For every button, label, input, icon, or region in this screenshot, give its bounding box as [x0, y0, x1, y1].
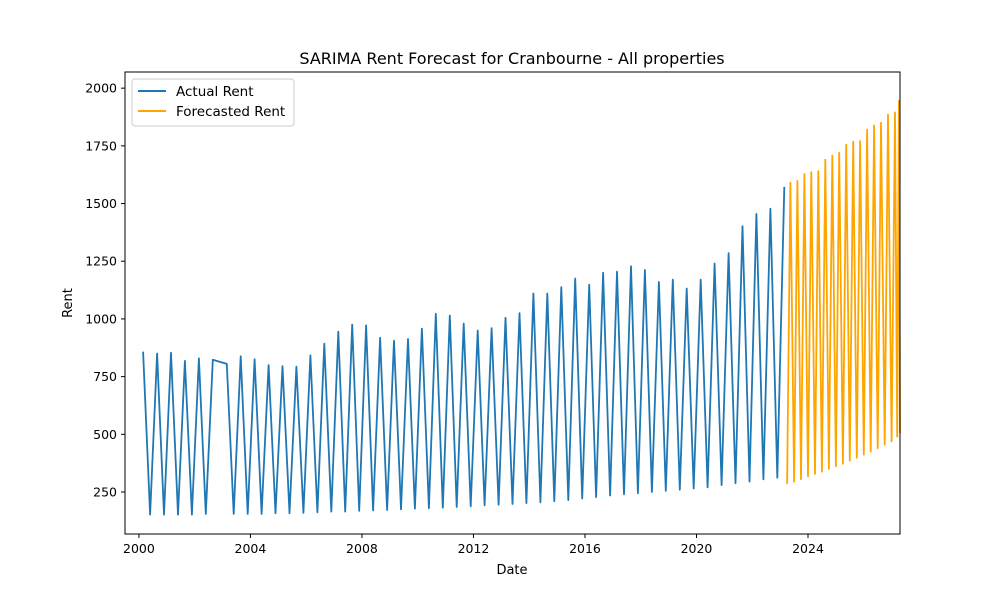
y-tick-label: 250 [93, 485, 117, 500]
x-tick-label: 2012 [458, 541, 490, 556]
x-tick-label: 2000 [123, 541, 155, 556]
x-axis-title: Date [496, 563, 527, 578]
legend-label: Forecasted Rent [176, 104, 285, 120]
legend-box [131, 78, 295, 127]
y-tick-label: 1250 [85, 254, 117, 269]
x-axis: 2000 2004 2008 2012 2016 2020 2024 [123, 534, 824, 556]
y-tick-label: 1500 [85, 196, 117, 211]
x-tick-label: 2016 [569, 541, 601, 556]
chart-title: SARIMA Rent Forecast for Cranbourne - Al… [299, 49, 724, 68]
x-tick-label: 2020 [681, 541, 713, 556]
y-tick-label: 1000 [85, 311, 117, 326]
series-line-forecasted-rent [786, 99, 901, 484]
series-line-actual-rent [142, 186, 786, 516]
legend: Actual Rent Forecasted Rent [131, 78, 295, 127]
series-layer [142, 99, 901, 516]
x-tick-label: 2008 [346, 541, 378, 556]
y-axis-title: Rent [61, 288, 76, 318]
x-tick-label: 2024 [792, 541, 824, 556]
y-tick-label: 2000 [85, 81, 117, 96]
y-tick-label: 500 [93, 427, 117, 442]
legend-label: Actual Rent [176, 84, 254, 100]
plot-area-frame [124, 71, 901, 535]
x-tick-label: 2004 [235, 541, 267, 556]
y-tick-label: 1750 [85, 138, 117, 153]
y-tick-label: 750 [93, 369, 117, 384]
y-axis: 250 500 750 1000 1250 1500 1750 2000 [85, 81, 125, 500]
